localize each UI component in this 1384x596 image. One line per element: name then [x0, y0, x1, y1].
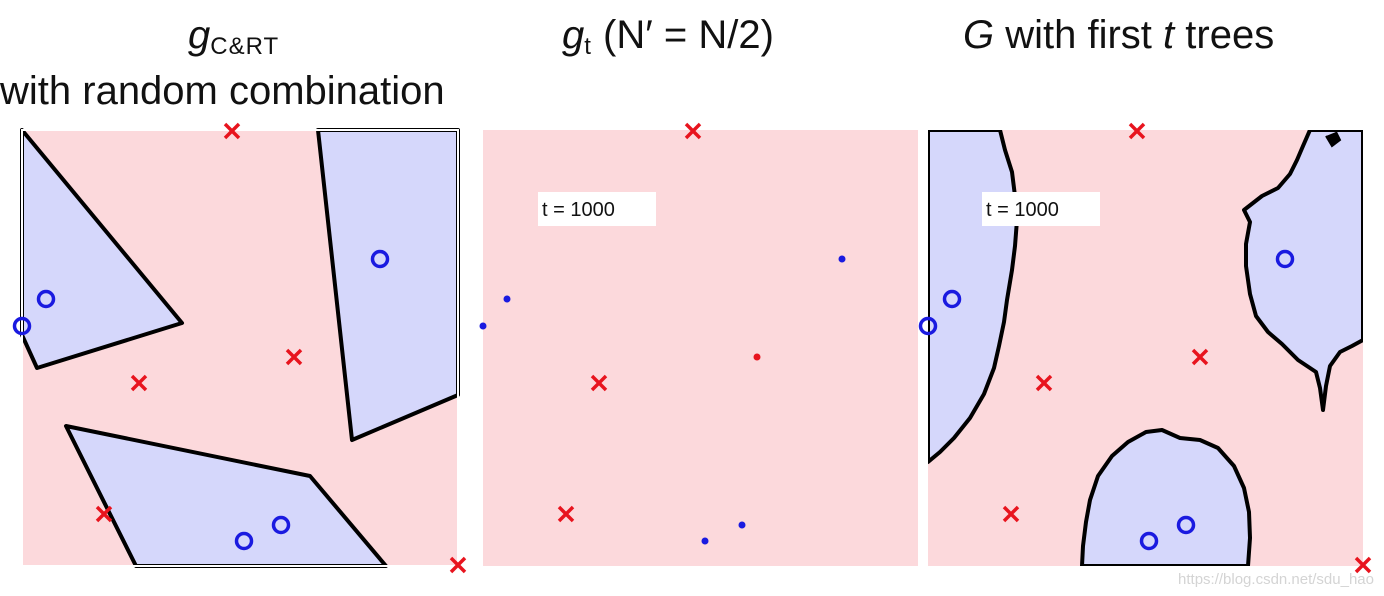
blue-dot [503, 295, 511, 303]
circle-marker [234, 531, 254, 551]
red-dot [753, 353, 761, 361]
cross-marker [95, 505, 113, 523]
blue-dot [838, 255, 846, 263]
panel1-subtitle: with random combination [0, 69, 445, 113]
panel1-frame [21, 129, 459, 567]
blue-dot [701, 537, 709, 545]
circle-marker [942, 289, 962, 309]
cross-marker [557, 505, 575, 523]
panel3-t-label: t = 1000 [986, 199, 1059, 221]
panel1-title: gC&RT [188, 12, 279, 70]
panel3-title: G with first t trees [963, 12, 1274, 58]
panel1-title-g: g [188, 13, 211, 57]
panel2-crosses [557, 122, 702, 523]
cross-marker [1191, 348, 1209, 366]
cross-marker [1128, 122, 1146, 140]
circle-marker [12, 316, 32, 336]
cross-marker [1035, 374, 1053, 392]
cross-marker [449, 556, 467, 574]
cross-marker [590, 374, 608, 392]
panel1-circles [12, 249, 390, 551]
panel2-title-sub: t [584, 33, 592, 60]
circle-marker [370, 249, 390, 269]
circle-marker [1275, 249, 1295, 269]
panel3-title-end: trees [1174, 13, 1275, 57]
circle-marker [36, 289, 56, 309]
panel1-title-sub: C&RT [210, 33, 280, 60]
blue-dot [738, 521, 746, 529]
panel3-title-rest: with first [994, 13, 1164, 57]
cross-marker [223, 122, 241, 140]
panel3-boundary-fragment [1325, 131, 1342, 148]
panel2-t-label: t = 1000 [542, 199, 615, 221]
cross-marker [130, 374, 148, 392]
circle-marker [1139, 531, 1159, 551]
cross-marker [1354, 556, 1372, 574]
circle-marker [1176, 515, 1196, 535]
panel2-title-rest: (N′ = N/2) [591, 13, 774, 57]
circle-marker [271, 515, 291, 535]
panel3-title-g: G [963, 13, 995, 57]
circle-marker [918, 316, 938, 336]
panel2-t-label-box [538, 192, 656, 226]
cross-marker [684, 122, 702, 140]
panel2-title: gt (N′ = N/2) [562, 12, 774, 70]
watermark: https://blog.csdn.net/sdu_hao [1178, 571, 1374, 588]
panel3-region-bottom [1080, 428, 1252, 566]
panel2-dots [479, 255, 846, 545]
cross-marker [285, 348, 303, 366]
blue-dot [479, 322, 487, 330]
panel1-crosses [95, 122, 467, 574]
panel3-region-right [1242, 130, 1363, 412]
panel3-circles [918, 249, 1295, 551]
panel3-t-label-box [982, 192, 1100, 226]
panel3-crosses [1002, 122, 1372, 574]
panel2-title-g: g [562, 13, 585, 57]
panel3-title-t: t [1163, 13, 1175, 57]
cross-marker [1002, 505, 1020, 523]
